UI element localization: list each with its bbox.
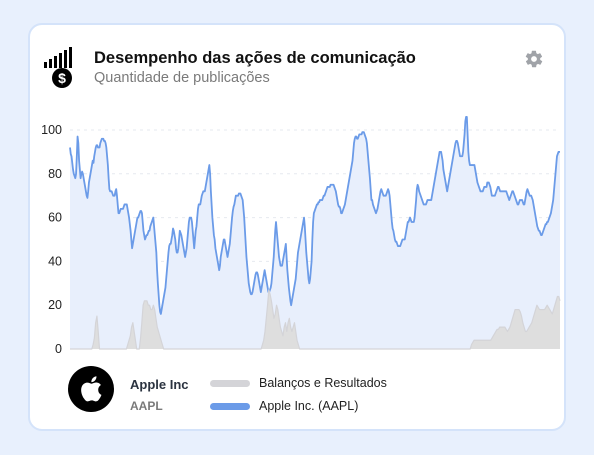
company-avatar <box>68 366 114 412</box>
series-line-1 <box>69 115 561 315</box>
chart-dollar-icon: $ <box>44 47 72 88</box>
svg-text:$: $ <box>58 70 66 86</box>
y-tick-label: 60 <box>48 211 62 225</box>
chart-title: Desempenho das ações de comunicação <box>94 49 416 67</box>
y-tick-label: 80 <box>48 167 62 181</box>
y-tick-label: 100 <box>41 123 62 137</box>
company-ticker: AAPL <box>130 399 163 413</box>
y-tick-label: 0 <box>55 342 62 356</box>
legend-swatch-earnings <box>210 379 250 387</box>
legend-item-aapl[interactable]: Apple Inc. (AAPL) <box>210 398 358 414</box>
stock-performance-card: $ Desempenho das ações de comunicação Qu… <box>28 23 566 431</box>
series-line-0 <box>70 289 561 350</box>
apple-logo-icon <box>81 376 102 402</box>
series-area-1 <box>70 116 560 349</box>
series-area-0 <box>70 289 560 349</box>
gear-icon[interactable] <box>524 49 544 69</box>
y-tick-label: 40 <box>48 254 62 268</box>
y-tick-label: 20 <box>48 298 62 312</box>
legend-label-aapl: Apple Inc. (AAPL) <box>259 399 359 413</box>
chart-subtitle: Quantidade de publicações <box>94 70 270 86</box>
legend-item-earnings[interactable]: Balanços e Resultados <box>210 375 387 391</box>
area-chart: 0 20 40 60 80 100 <box>41 115 561 356</box>
company-name: Apple Inc <box>130 377 189 392</box>
legend-swatch-aapl <box>210 402 250 410</box>
legend-label-earnings: Balanços e Resultados <box>259 376 387 390</box>
